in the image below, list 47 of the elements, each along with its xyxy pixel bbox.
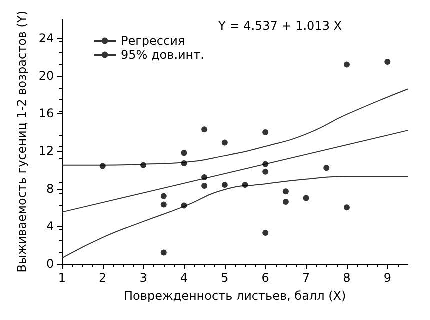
x-axis-title: Поврежденность листьев, балл (X) <box>124 289 346 303</box>
point <box>202 174 208 181</box>
y-tick-label: 4 <box>46 219 54 234</box>
point <box>324 165 330 172</box>
y-axis-title: Выживаемость гусениц 1-2 возрастов (Y) <box>15 10 29 273</box>
point <box>181 150 188 156</box>
point <box>282 198 289 205</box>
point <box>242 182 248 188</box>
x-tick-label: 3 <box>140 271 148 285</box>
point <box>282 188 289 195</box>
point <box>344 204 350 211</box>
point <box>140 162 147 168</box>
legend-label: Регрессия <box>121 34 186 48</box>
x-tick-label: 5 <box>221 271 229 285</box>
y-tick-label: 20 <box>38 69 54 84</box>
point <box>222 140 228 146</box>
point <box>100 163 106 170</box>
point <box>384 58 391 65</box>
point <box>262 168 269 175</box>
point <box>160 202 167 208</box>
x-tick-label: 2 <box>99 271 107 285</box>
point <box>160 193 167 200</box>
point <box>222 182 228 188</box>
y-tick-label: 12 <box>38 144 54 158</box>
y-tick-label: 8 <box>46 182 54 196</box>
point <box>262 230 269 236</box>
x-tick-label: 1 <box>58 271 66 285</box>
annotation: Y = 4.537 + 1.013 X <box>218 19 342 33</box>
point <box>181 160 188 166</box>
point <box>160 250 167 256</box>
x-tick-label: 8 <box>343 271 351 285</box>
point <box>262 129 269 136</box>
y-tick-label: 24 <box>38 31 54 46</box>
point <box>344 62 350 68</box>
legend-label: 95% дов.инт. <box>121 48 204 62</box>
line-series <box>62 176 408 259</box>
point <box>303 195 310 202</box>
x-tick-label: 9 <box>384 271 392 285</box>
x-tick-label: 4 <box>180 271 188 285</box>
point <box>202 183 208 190</box>
point <box>262 161 269 168</box>
point <box>181 202 188 209</box>
x-tick-label: 6 <box>262 271 270 285</box>
x-tick-label: 7 <box>302 271 310 285</box>
point <box>202 126 208 133</box>
y-tick-label: 16 <box>38 106 54 121</box>
y-tick-label: 0 <box>46 257 54 271</box>
